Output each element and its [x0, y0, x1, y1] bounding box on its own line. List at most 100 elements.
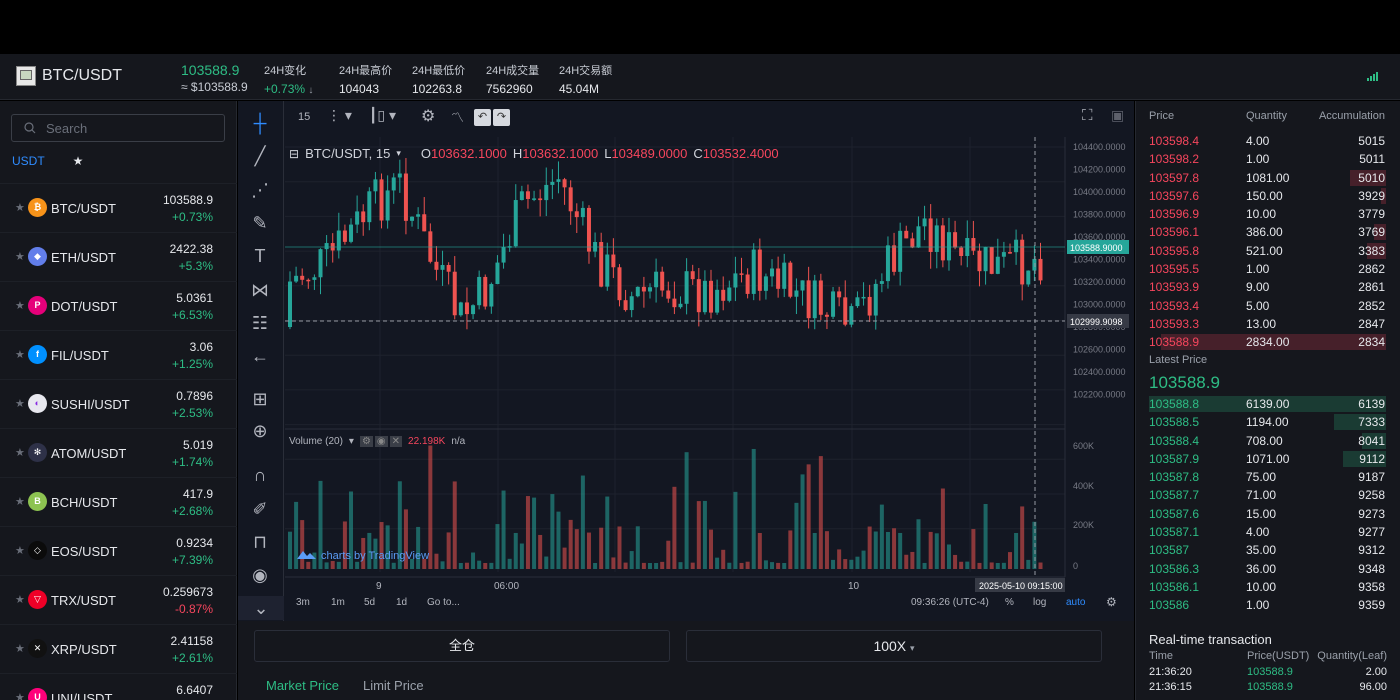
bid-row[interactable]: 103587.8 75.00 9187 — [1136, 468, 1400, 486]
ask-row[interactable]: 103588.9 2834.00 2834 — [1136, 333, 1400, 351]
bid-row[interactable]: 103588.4 708.00 8041 — [1136, 432, 1400, 450]
bid-row[interactable]: 103586.3 36.00 9348 — [1136, 560, 1400, 578]
ask-row[interactable]: 103598.2 1.00 5011 — [1136, 150, 1400, 168]
ask-row[interactable]: 103598.4 4.00 5015 — [1136, 132, 1400, 150]
margin-mode-button[interactable]: 全仓 — [254, 630, 670, 662]
ask-row[interactable]: 103593.4 5.00 2852 — [1136, 297, 1400, 315]
chevron-down-icon[interactable]: ⌄ — [238, 596, 284, 620]
fullscreen-icon[interactable]: ⛶ — [1082, 107, 1093, 124]
star-icon[interactable]: ★ — [15, 300, 25, 312]
auto-scale-toggle[interactable]: auto — [1066, 597, 1086, 608]
interval-selector[interactable]: 15 — [298, 111, 311, 123]
volume-settings-icon[interactable]: ⚙ — [359, 436, 373, 447]
text-tool-icon[interactable]: T — [254, 246, 266, 266]
star-icon[interactable]: ★ — [15, 447, 25, 459]
bid-row[interactable]: 103588.5 1194.00 7333 — [1136, 413, 1400, 431]
search-input[interactable] — [46, 120, 206, 136]
coin-name: SUSHI/USDT — [51, 397, 130, 412]
leverage-button[interactable]: 100X ▾ — [686, 630, 1102, 662]
pattern-tool-icon[interactable]: ⋈ — [251, 280, 269, 300]
trend-line-icon[interactable]: ╱ — [254, 146, 266, 166]
coin-row[interactable]: ★ ✻ ATOM/USDT 5.019 +1.74% — [0, 428, 237, 477]
star-icon[interactable]: ★ — [15, 692, 25, 700]
star-icon[interactable]: ★ — [15, 496, 25, 508]
ask-row[interactable]: 103593.3 13.00 2847 — [1136, 315, 1400, 333]
search-box[interactable] — [11, 114, 225, 142]
pair-title[interactable]: BTC/USDT — [16, 66, 122, 86]
ask-row[interactable]: 103597.6 150.00 3929 — [1136, 187, 1400, 205]
chart-settings-icon[interactable]: ⚙ — [1106, 595, 1117, 609]
star-icon[interactable]: ★ — [15, 202, 25, 214]
candlestick-chart[interactable]: 104400.0000 104200.0000 104000.0000 103800.… — [285, 137, 1134, 594]
undo-button[interactable]: ↶ — [474, 109, 491, 126]
tab-favorites[interactable]: ★ — [72, 154, 84, 168]
coin-row[interactable]: ★ P DOT/USDT 5.0361 +6.53% — [0, 281, 237, 330]
eye-icon[interactable]: ◉ — [252, 565, 268, 585]
bid-row[interactable]: 103587.6 15.00 9273 — [1136, 505, 1400, 523]
coin-row[interactable]: ★ ✕ XRP/USDT 2.41158 +2.61% — [0, 624, 237, 673]
percent-scale-toggle[interactable]: % — [1005, 597, 1014, 608]
fib-tool-icon[interactable]: ⋰ — [251, 180, 269, 200]
volume-label[interactable]: Volume (20) — [289, 436, 343, 447]
ask-row[interactable]: 103593.9 9.00 2861 — [1136, 278, 1400, 296]
range-1m[interactable]: 1m — [331, 597, 345, 608]
coin-row[interactable]: ★ ₿ BTC/USDT 103588.9 +0.73% — [0, 183, 237, 232]
coin-row[interactable]: ★ ◇ EOS/USDT 0.9234 +7.39% — [0, 526, 237, 575]
bid-row[interactable]: 103587.7 71.00 9258 — [1136, 486, 1400, 504]
ask-row[interactable]: 103596.9 10.00 3779 — [1136, 205, 1400, 223]
camera-icon[interactable]: ▣ — [1111, 107, 1125, 123]
range-3m[interactable]: 3m — [296, 597, 310, 608]
volume-remove-icon[interactable]: ✕ — [389, 436, 403, 447]
ask-row[interactable]: 103597.8 1081.00 5010 — [1136, 169, 1400, 187]
log-scale-toggle[interactable]: log — [1033, 597, 1047, 608]
lock-drawing-icon[interactable]: ✐ — [252, 499, 268, 519]
brush-icon[interactable]: ✎ — [252, 213, 268, 233]
star-icon[interactable]: ★ — [15, 545, 25, 557]
settings-gear-icon[interactable]: ⚙ — [421, 108, 436, 125]
ask-row[interactable]: 103595.8 521.00 3383 — [1136, 242, 1400, 260]
bid-row[interactable]: 103587.9 1071.00 9112 — [1136, 450, 1400, 468]
ask-row[interactable]: 103596.1 386.00 3769 — [1136, 223, 1400, 241]
bid-row[interactable]: 103587.1 4.00 9277 — [1136, 523, 1400, 541]
bid-row[interactable]: 103586 1.00 9359 — [1136, 596, 1400, 614]
tab-usdt[interactable]: USDT — [12, 154, 45, 168]
coin-row[interactable]: ★ f FIL/USDT 3.06 +1.25% — [0, 330, 237, 379]
coin-row[interactable]: ★ U UNI/USDT 6.6407 — [0, 673, 237, 700]
star-icon[interactable]: ★ — [15, 349, 25, 361]
tab-limit-price[interactable]: Limit Price — [362, 678, 424, 693]
volume-dropdown-icon[interactable]: ▾ — [348, 436, 354, 447]
star-icon[interactable]: ★ — [15, 398, 25, 410]
candle-type-icon[interactable]: ┃▯ ▾ — [369, 107, 397, 123]
back-arrow-icon[interactable]: ← — [251, 346, 269, 366]
chart-clock[interactable]: 09:36:26 (UTC-4) — [911, 597, 989, 608]
bid-row[interactable]: 103586.1 10.00 9358 — [1136, 578, 1400, 596]
coin-row[interactable]: ★ ▽ TRX/USDT 0.259673 -0.87% — [0, 575, 237, 624]
bid-row[interactable]: 103588.8 6139.00 6139 — [1136, 395, 1400, 413]
lock-icon[interactable]: ⊓ — [252, 532, 268, 552]
coin-row[interactable]: ★ B BCH/USDT 417.9 +2.68% — [0, 477, 237, 526]
magnet-icon[interactable]: ∩ — [253, 465, 267, 485]
star-icon[interactable]: ★ — [15, 251, 25, 263]
star-icon[interactable]: ★ — [15, 594, 25, 606]
indicators-icon[interactable]: 〽 — [451, 110, 465, 125]
crosshair-icon[interactable]: ┼ — [253, 113, 267, 133]
range-1d[interactable]: 1d — [396, 597, 408, 608]
volume-bar — [458, 562, 463, 569]
legend-dropdown-icon[interactable]: ▾ — [396, 148, 401, 158]
coin-row[interactable]: ★ ◐ SUSHI/USDT 0.7896 +2.53% — [0, 379, 237, 428]
zoom-in-icon[interactable]: ⊕ — [252, 421, 268, 441]
ruler-icon[interactable]: ⊞ — [252, 389, 268, 409]
more-intervals-icon[interactable]: ⋮ ▾ — [327, 107, 352, 123]
legend-collapse-icon[interactable]: ⊟ — [289, 146, 300, 161]
redo-button[interactable]: ↷ — [493, 109, 510, 126]
coin-row[interactable]: ★ ◆ ETH/USDT 2422.38 +5.3% — [0, 232, 237, 281]
bid-row[interactable]: 103587 35.00 9312 — [1136, 541, 1400, 559]
ask-row[interactable]: 103595.5 1.00 2862 — [1136, 260, 1400, 278]
tab-market-price[interactable]: Market Price — [266, 678, 339, 693]
legend-symbol[interactable]: BTC/USDT, 15 — [305, 146, 391, 161]
prediction-tool-icon[interactable]: ☷ — [251, 313, 269, 333]
volume-hide-icon[interactable]: ◉ — [374, 436, 388, 447]
star-icon[interactable]: ★ — [15, 643, 25, 655]
range-5d[interactable]: 5d — [364, 597, 376, 608]
goto-date[interactable]: Go to... — [427, 597, 460, 608]
